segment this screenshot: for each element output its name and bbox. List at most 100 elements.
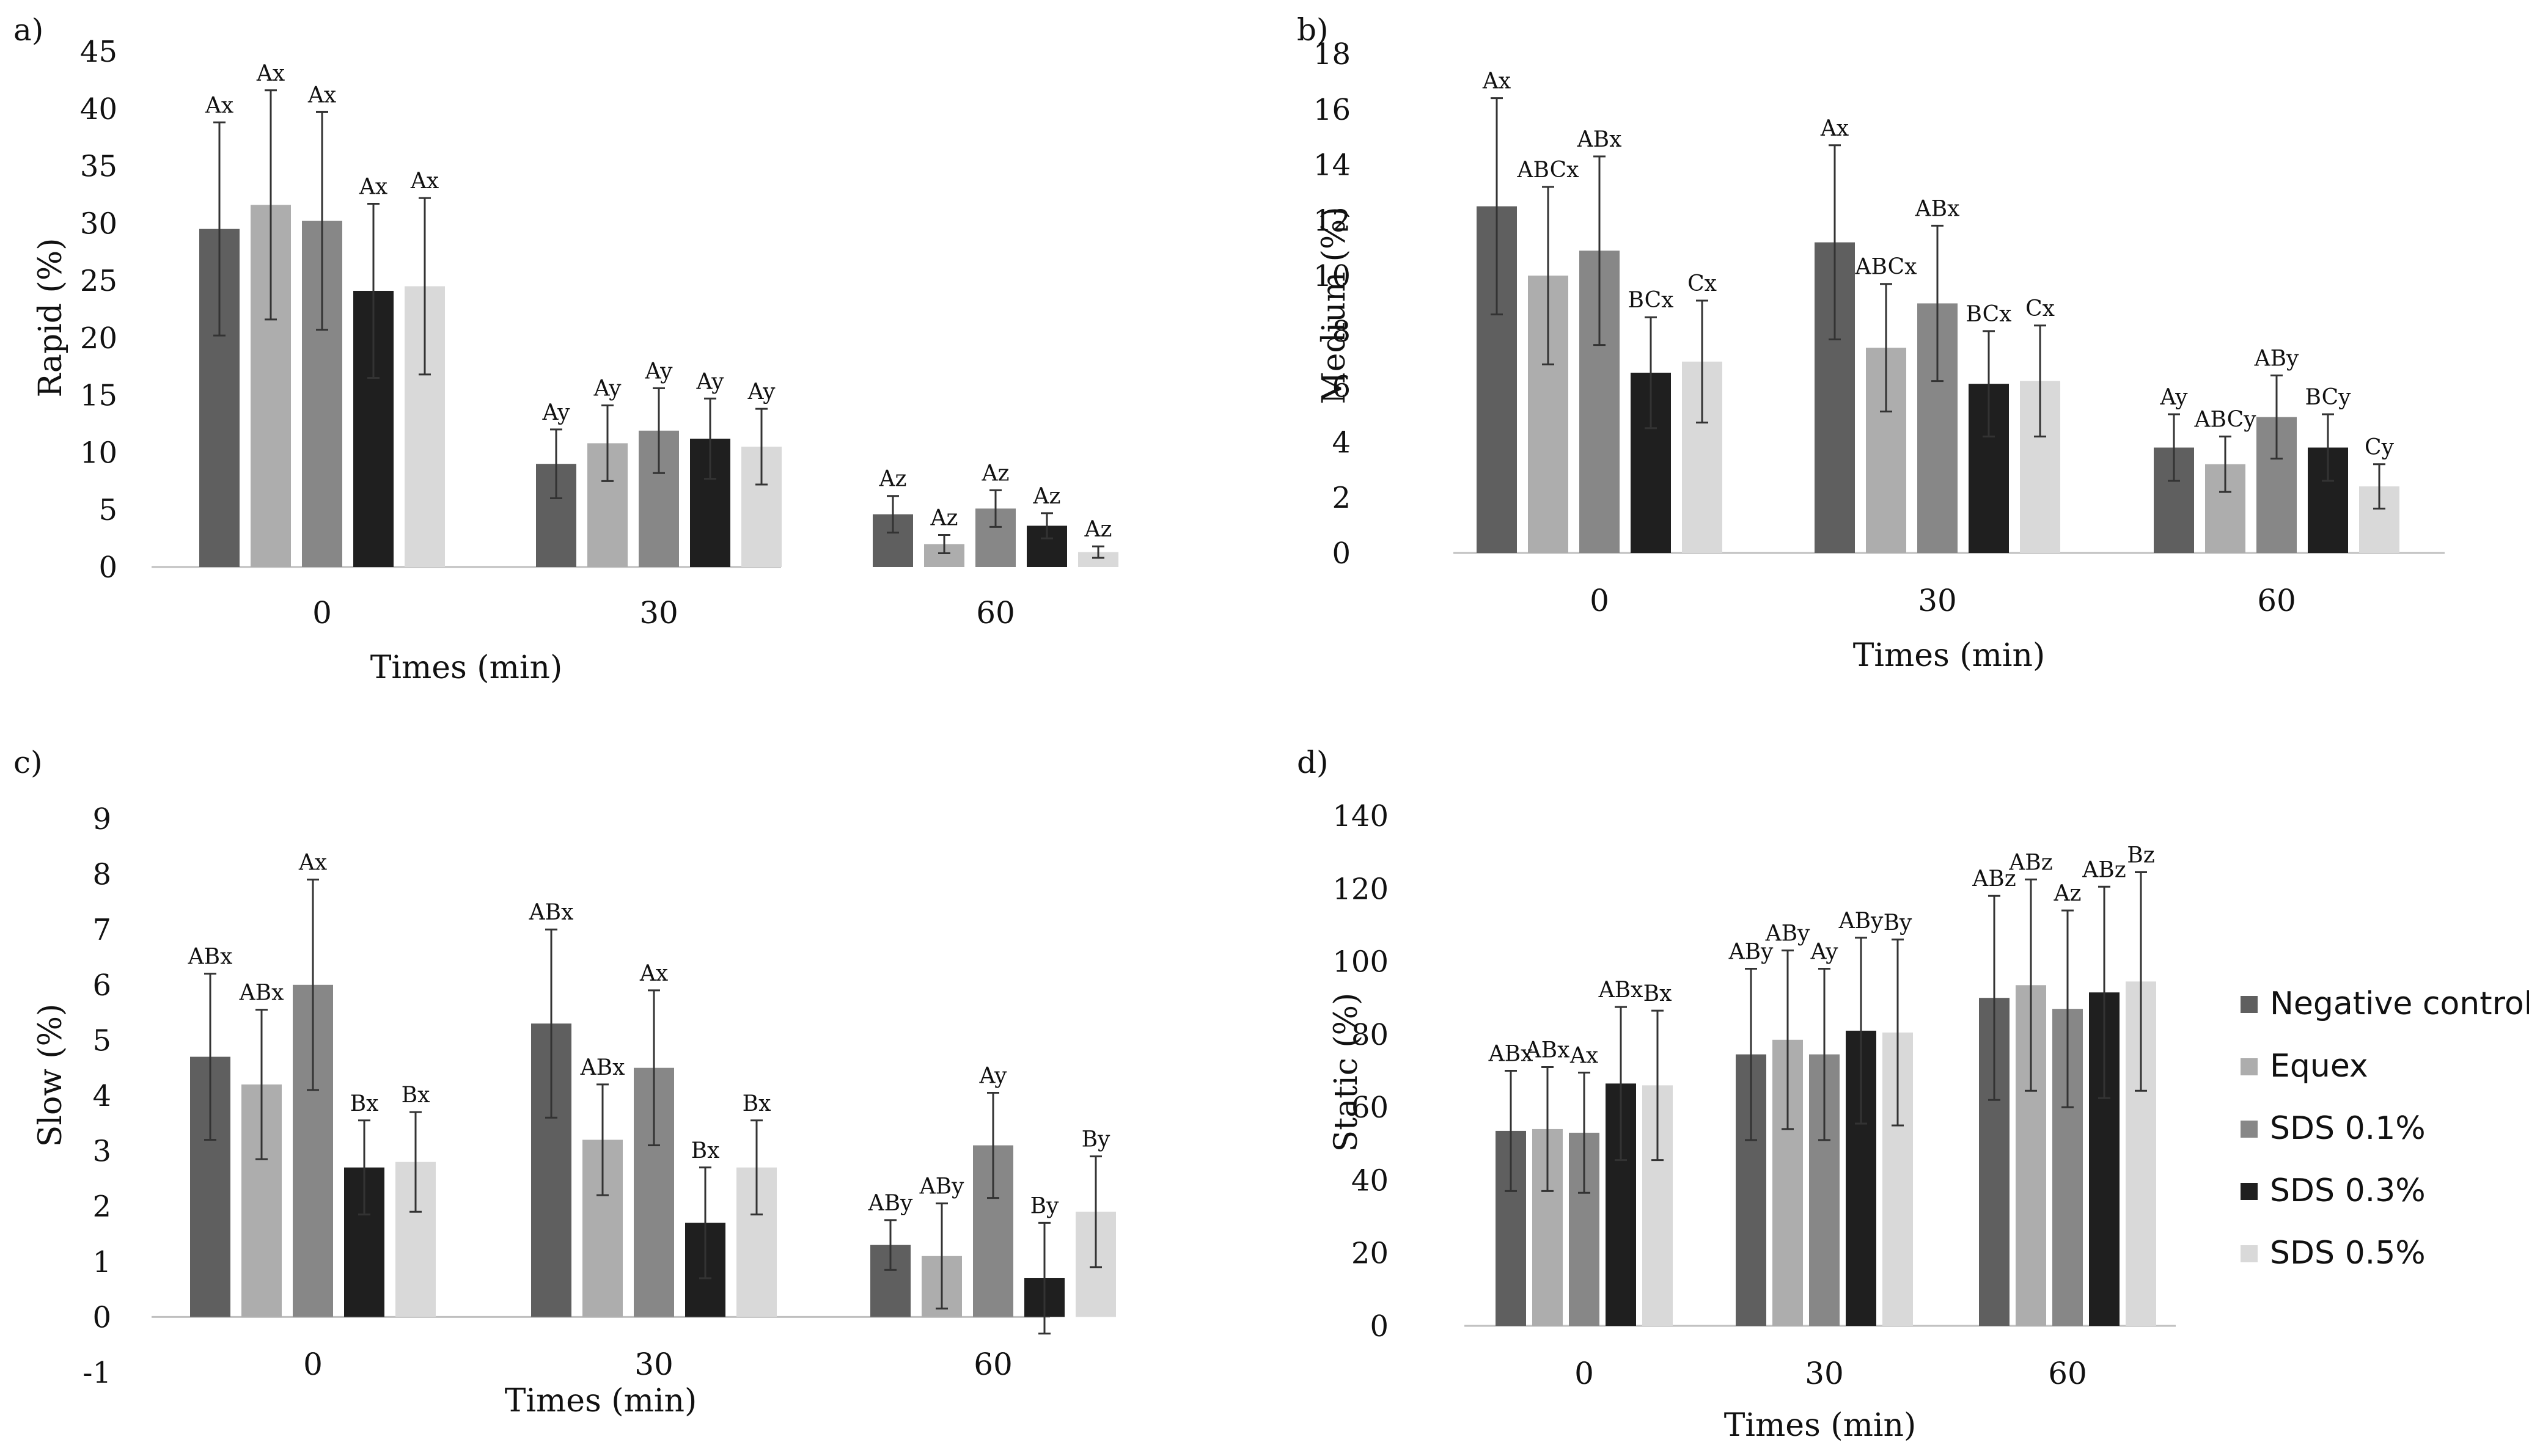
significance-label: BCx (1966, 302, 2012, 327)
panel-label: c) (13, 745, 43, 780)
significance-label: BCx (1628, 288, 1674, 313)
legend-label: Equex (2270, 1048, 2368, 1085)
x-tick-label: 0 (312, 595, 332, 631)
significance-label: Ay (979, 1063, 1008, 1088)
x-tick-label: 30 (1805, 1356, 1844, 1391)
significance-label: Ay (747, 379, 776, 404)
y-tick-label: 40 (80, 92, 117, 126)
panel-label: d) (1297, 745, 1329, 780)
significance-label: Az (879, 467, 907, 492)
chart-panel-b: b) 0 2 4 6 8 10 12 14 16 18 Medium (%) Ax Ax Ay ABCx ABC… (1297, 12, 2445, 674)
y-tick-label: 16 (1313, 93, 1351, 127)
x-axis-label: Times (min) (505, 1383, 697, 1419)
x-tick-label: 0 (303, 1347, 323, 1382)
x-axis-label: Times (min) (1853, 637, 2046, 674)
significance-label: ABx (1598, 978, 1643, 1003)
x-tick-label: 0 (1590, 583, 1609, 618)
y-tick-label: 4 (92, 1079, 111, 1113)
y-tick-label: 100 (1332, 945, 1389, 979)
chart-panel-a: a) 0 5 10 15 20 25 30 35 40 45 Rapid (%) Ax Ay Az Ax Ay A… (13, 12, 1118, 686)
y-tick-label: 45 (80, 35, 117, 69)
significance-label: Ay (696, 369, 725, 394)
y-axis-label: Rapid (%) (32, 238, 69, 397)
significance-label: ABz (2008, 850, 2052, 875)
y-tick-label: 30 (80, 207, 117, 241)
legend-label: SDS 0.5% (2270, 1235, 2426, 1271)
significance-label: Ay (1810, 940, 1839, 965)
y-tick-label: 18 (1313, 37, 1351, 71)
significance-label: BCy (2305, 385, 2351, 410)
legend-swatch (2241, 1183, 2258, 1200)
y-tick-label: 8 (92, 858, 111, 892)
y-tick-label: 0 (98, 551, 117, 585)
y-tick-label: 10 (80, 436, 117, 470)
significance-label: Ay (542, 400, 571, 425)
significance-label: ABx (1577, 127, 1622, 152)
y-tick-label: 0 (1332, 536, 1351, 571)
significance-label: Ay (593, 376, 622, 401)
significance-label: Ax (298, 851, 327, 876)
y-tick-label: 2 (92, 1190, 111, 1224)
significance-label: Cx (1687, 271, 1717, 296)
significance-label: Ax (256, 61, 285, 86)
significance-label: Bx (1643, 981, 1672, 1006)
significance-label: By (1082, 1127, 1110, 1152)
significance-label: ABy (919, 1174, 964, 1199)
x-tick-label: 60 (2048, 1356, 2087, 1391)
legend-swatch (2241, 1121, 2258, 1138)
x-tick-label: 30 (639, 595, 678, 631)
significance-label: Bx (691, 1138, 720, 1163)
y-tick-label: 14 (1313, 148, 1351, 183)
x-tick-label: 0 (1574, 1356, 1594, 1391)
legend-label: SDS 0.1% (2270, 1110, 2426, 1147)
significance-label: ABy (1765, 921, 1810, 946)
significance-label: Bx (350, 1091, 379, 1116)
significance-label: By (1030, 1193, 1059, 1218)
significance-label: ABx (188, 945, 233, 970)
y-tick-label: 6 (92, 968, 111, 1003)
y-tick-label: 35 (80, 150, 117, 184)
significance-label: Az (982, 461, 1010, 486)
y-tick-label: 3 (92, 1135, 111, 1169)
significance-label: ABx (1525, 1038, 1570, 1063)
significance-label: Bx (743, 1091, 771, 1116)
significance-label: ABx (1915, 196, 1960, 221)
significance-label: Cx (2025, 296, 2055, 321)
y-tick-label: 5 (92, 1023, 111, 1058)
significance-label: ABx (239, 981, 284, 1006)
significance-label: Az (930, 505, 958, 530)
figure: a)051015202530354045Rapid (%)AxAyAzAxAyA… (0, 0, 2529, 1456)
y-tick-label: 40 (1351, 1163, 1389, 1198)
significance-label: Ax (410, 169, 439, 194)
y-tick-label: 0 (1370, 1309, 1389, 1344)
y-axis-label: Static (%) (1328, 993, 1365, 1152)
y-tick-label: 0 (92, 1300, 111, 1334)
legend-swatch (2241, 996, 2258, 1013)
significance-label: ABCx (1855, 255, 1917, 280)
x-tick-label: 60 (2257, 583, 2296, 618)
y-tick-label: 7 (92, 913, 111, 947)
y-tick-label: 20 (80, 321, 117, 356)
y-axis-label: Medium (%) (1316, 207, 1353, 404)
significance-label: Ay (2160, 385, 2189, 410)
significance-label: Bz (2127, 843, 2154, 868)
y-tick-label: 2 (1332, 481, 1351, 515)
significance-label: Az (1084, 517, 1112, 542)
y-tick-label: 1 (92, 1245, 111, 1279)
significance-label: Ax (359, 174, 387, 199)
y-tick-label: 15 (80, 379, 117, 413)
y-tick-label: 140 (1332, 799, 1389, 833)
y-tick-label: 20 (1351, 1237, 1389, 1271)
x-tick-label: 60 (976, 595, 1015, 631)
y-tick-label: 4 (1332, 425, 1351, 459)
y-axis-label: Slow (%) (32, 1004, 69, 1147)
chart-panel-d: d)020406080100120140Static (%) ABxAByABzA… (1297, 745, 2176, 1444)
legend-swatch (2241, 1245, 2258, 1262)
legend-label: Negative control (2270, 986, 2529, 1022)
y-tick-label: 5 (98, 493, 117, 527)
x-axis-label: Times (min) (370, 649, 563, 686)
x-tick-label: 30 (634, 1347, 674, 1382)
significance-label: ABz (2082, 857, 2126, 882)
significance-label: Ay (645, 359, 674, 384)
significance-label: Ax (1569, 1043, 1598, 1068)
